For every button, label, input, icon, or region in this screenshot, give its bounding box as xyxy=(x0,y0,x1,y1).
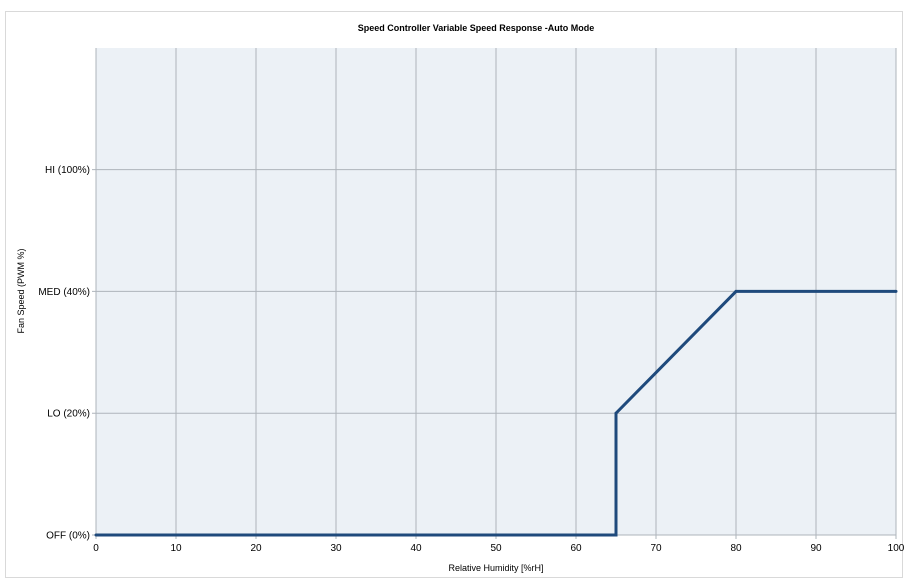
x-tick-label: 100 xyxy=(888,543,904,554)
x-tick-label: 0 xyxy=(93,543,99,554)
y-tick-labels: OFF (0%) LO (20%) MED (40%) HI (100%) xyxy=(38,165,90,541)
x-tick-label: 80 xyxy=(730,543,742,554)
x-tick-label: 60 xyxy=(570,543,582,554)
series-point xyxy=(94,533,98,537)
x-tick-label: 20 xyxy=(250,543,262,554)
x-tick-label: 40 xyxy=(410,543,422,554)
series-point xyxy=(614,533,618,537)
x-tick-label: 70 xyxy=(650,543,662,554)
x-tick-label: 10 xyxy=(170,543,182,554)
x-tick-labels: 0 10 20 30 40 50 60 70 80 90 100 xyxy=(93,543,904,554)
series-point xyxy=(734,289,738,293)
y-tick-label: HI (100%) xyxy=(45,165,90,176)
x-tick-label: 50 xyxy=(490,543,502,554)
y-axis-label: Fan Speed (PWM %) xyxy=(16,248,26,333)
y-tick-label: LO (20%) xyxy=(47,409,90,420)
series-point xyxy=(894,289,898,293)
series-points xyxy=(94,289,898,537)
x-axis-label: Relative Humidity [%rH] xyxy=(448,563,543,573)
chart-title: Speed Controller Variable Speed Response… xyxy=(358,23,595,33)
x-tick-label: 90 xyxy=(810,543,822,554)
series-point xyxy=(614,411,618,415)
y-tick-label: MED (40%) xyxy=(38,287,90,298)
y-tick-label: OFF (0%) xyxy=(46,531,90,542)
x-tick-label: 30 xyxy=(330,543,342,554)
